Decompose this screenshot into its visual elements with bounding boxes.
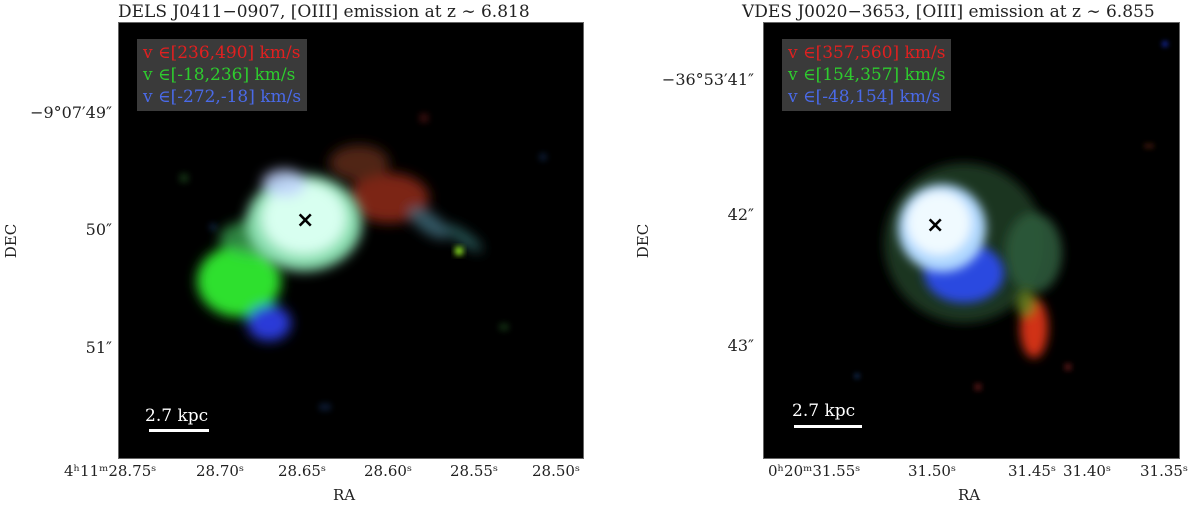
panel-2-legend-blue: v ∈[-48,154] km/s xyxy=(788,87,941,107)
panel-1-quasar-marker: × xyxy=(296,208,315,233)
panel-1-title: DELS J0411−0907, [OIII] emission at z ∼ … xyxy=(118,2,530,22)
panel-1-legend-red: v ∈[236,490] km/s xyxy=(143,43,301,63)
panel-1-ytick: −9°07′49″ xyxy=(30,103,112,122)
panel-1-xlabel: RA xyxy=(333,486,356,504)
panel-2-legend: v ∈[357,560] km/s v ∈[154,357] km/s v ∈[… xyxy=(782,39,952,111)
panel-1-ytick: 51″ xyxy=(85,338,112,357)
panel-2-xlabel: RA xyxy=(958,486,981,504)
panel-2-legend-red: v ∈[357,560] km/s xyxy=(788,43,946,63)
panel-1-legend: v ∈[236,490] km/s v ∈[-18,236] km/s v ∈[… xyxy=(137,39,308,111)
panel-2-ytick: −36°53′41″ xyxy=(661,70,754,89)
panel-1-xtick: 28.70ˢ xyxy=(196,462,244,480)
panel-2-emission-map xyxy=(854,41,1168,391)
panel-1-legend-green: v ∈[-18,236] km/s xyxy=(143,65,296,85)
panel-1-xtick: 4ʰ11ᵐ28.75ˢ xyxy=(64,462,157,480)
panel-2-xtick: 31.45ˢ xyxy=(1008,462,1056,480)
panel-1-xtick: 28.55ˢ xyxy=(450,462,498,480)
panel-1-ytick: 50″ xyxy=(85,220,112,239)
panel-2-image: v ∈[357,560] km/s v ∈[154,357] km/s v ∈[… xyxy=(763,22,1180,459)
panel-1-ylabel: DEC xyxy=(2,223,21,259)
panel-2-xtick: 31.35ˢ xyxy=(1140,462,1188,480)
panel-1-scale-label: 2.7 kpc xyxy=(145,406,209,426)
panel-2-xtick: 31.50ˢ xyxy=(908,462,956,480)
panel-2-scale-label: 2.7 kpc xyxy=(792,401,856,421)
panel-2-title: VDES J0020−3653, [OIII] emission at z ∼ … xyxy=(742,2,1155,22)
panel-1-emission-map xyxy=(179,113,547,411)
panel-2-xtick: 0ʰ20ᵐ31.55ˢ xyxy=(768,462,861,480)
panel-2-ytick: 42″ xyxy=(727,205,754,224)
panel-2-ylabel: DEC xyxy=(634,223,653,259)
panel-2-ytick: 43″ xyxy=(727,336,754,355)
panel-1-xtick: 28.50ˢ xyxy=(532,462,580,480)
panel-2-quasar-marker: × xyxy=(926,213,945,238)
panel-1-image: v ∈[236,490] km/s v ∈[-18,236] km/s v ∈[… xyxy=(118,22,584,459)
panel-1-xtick: 28.60ˢ xyxy=(364,462,412,480)
panel-2-scale-bar xyxy=(794,425,862,428)
panel-1-legend-blue: v ∈[-272,-18] km/s xyxy=(143,87,302,107)
panel-1-scale-bar xyxy=(149,429,209,432)
panel-2-xtick: 31.40ˢ xyxy=(1063,462,1111,480)
panel-1-xtick: 28.65ˢ xyxy=(278,462,326,480)
panel-2-legend-green: v ∈[154,357] km/s xyxy=(788,65,946,85)
